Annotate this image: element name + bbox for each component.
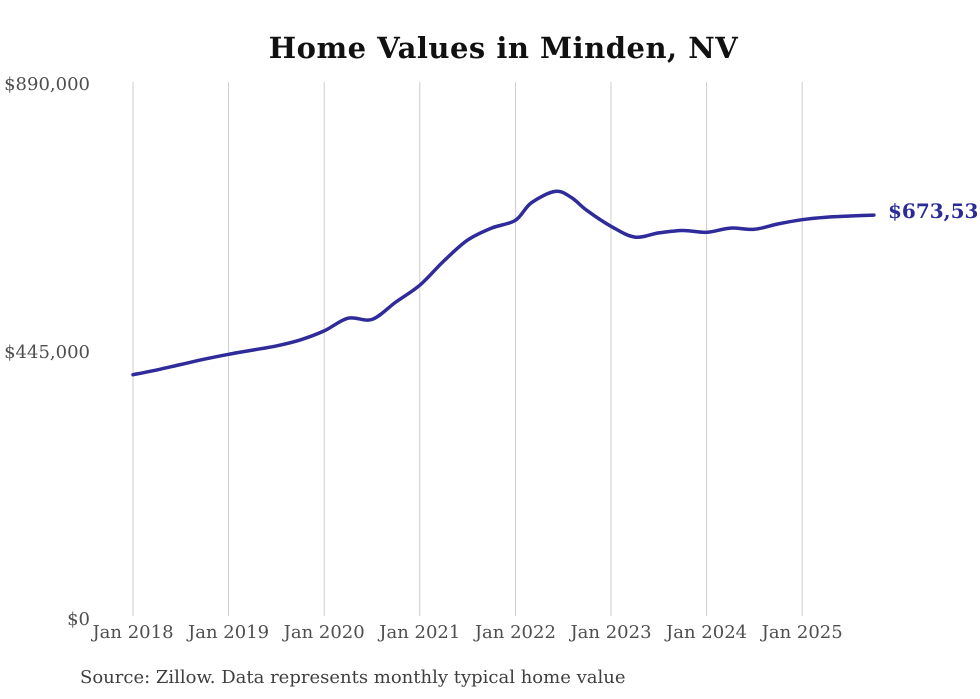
y-axis-tick-0: $0 <box>67 609 90 630</box>
y-axis-tick-890000: $890,000 <box>4 74 90 95</box>
x-axis-tick: Jan 2022 <box>474 622 556 643</box>
y-axis-tick-445000: $445,000 <box>4 342 90 363</box>
x-axis-tick: Jan 2020 <box>283 622 365 643</box>
home-value-line <box>131 189 876 377</box>
source-note: Source: Zillow. Data represents monthly … <box>80 667 626 688</box>
latest-value-label: $673,535 <box>888 199 980 223</box>
x-axis-tick: Jan 2023 <box>570 622 652 643</box>
x-axis-tick: Jan 2024 <box>666 622 748 643</box>
x-axis-tick: Jan 2021 <box>379 622 461 643</box>
x-axis-tick: Jan 2018 <box>92 622 174 643</box>
gridlines <box>132 82 803 616</box>
chart-title: Home Values in Minden, NV <box>268 31 739 65</box>
x-axis-tick: Jan 2019 <box>188 622 270 643</box>
x-axis-tick: Jan 2025 <box>761 622 843 643</box>
